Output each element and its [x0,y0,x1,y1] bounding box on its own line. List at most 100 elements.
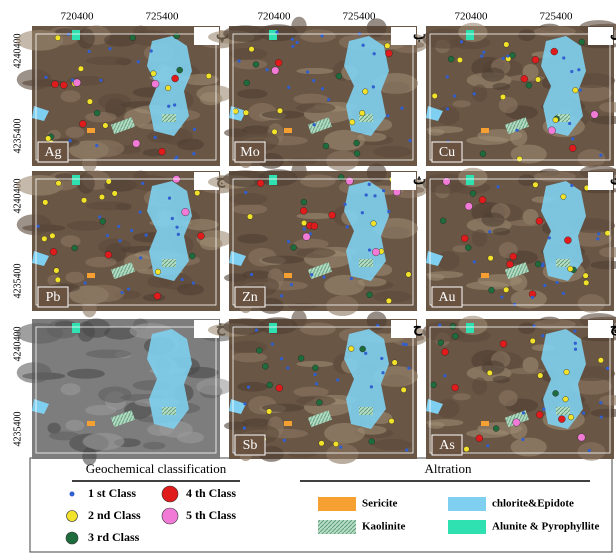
terrain [578,294,606,313]
sample-point [132,140,140,148]
terrain [324,423,365,444]
sample-point [280,357,283,360]
sample-point [440,218,446,224]
terrain [98,386,131,402]
terrain [223,25,267,41]
sample-point [488,255,494,261]
sample-point [243,402,246,405]
map-panel: تAu [422,165,616,313]
legend-label: Kaolinite [362,521,406,533]
sample-point [112,191,118,197]
sample-point [387,210,390,213]
sample-point [480,55,483,58]
terrain [326,296,358,316]
terrain [472,377,487,395]
alunite-zone [466,323,474,333]
terrain [237,382,268,392]
map-panel: ح Sb [208,310,429,464]
legend-label: 4 th Class [186,486,236,500]
alunite-zone [269,323,277,333]
element-label: As [439,438,455,453]
sample-point [354,140,360,146]
sample-point [530,338,536,344]
sample-point [79,120,86,127]
terrain [85,257,117,267]
element-label: Sb [243,438,258,453]
sample-point [301,220,307,226]
terrain [511,290,547,309]
legend-label: chlorite&Epidote [492,498,574,510]
sample-point [582,411,585,414]
sample-point [446,107,449,110]
sample-point [583,280,589,286]
sample-point [73,79,81,87]
sample-point [385,50,392,57]
sample-point [255,329,258,332]
sample-point [306,70,309,73]
sample-point [564,369,570,375]
sample-point [574,348,577,351]
sample-point [543,284,546,287]
sample-point [476,435,483,442]
kaolinite-zone [162,407,176,415]
legend-label: Alunite & Pyrophyllite [492,521,599,533]
terrain [61,235,81,247]
terrain [229,48,267,60]
sample-point [551,48,558,55]
sample-point [506,261,513,268]
legend-label: Sericite [362,498,398,510]
terrain [85,405,117,415]
sample-point [286,366,289,369]
sample-point [60,82,67,89]
sample-point [249,46,255,52]
sericite-zone [481,273,489,278]
sample-point [253,61,259,67]
sample-point [460,40,463,43]
map-panel: بMo [208,17,429,171]
terrain [86,349,132,358]
terrain [143,442,166,450]
terrain [466,281,509,290]
alunite-zone [72,323,80,333]
sample-point [381,371,384,374]
element-label: Au [438,290,455,305]
sample-point [522,411,525,414]
element-label: Cu [439,145,455,160]
panel-letter: ح [413,321,423,336]
sample-point [450,323,456,329]
sample-point [189,253,195,259]
panel-letter: چ [610,321,616,336]
sample-point [105,251,112,258]
terrain [67,369,105,379]
sample-point [577,68,580,71]
sample-point [243,426,246,429]
legend-swatch [448,520,486,534]
y-coordinate-label: 4235400 [12,264,23,299]
sample-point [257,180,264,187]
alunite-zone [466,175,474,185]
y-coordinate-label: 4235400 [12,412,23,447]
element-label: Ag [44,145,61,160]
sample-point [348,346,354,352]
sample-point [500,94,506,100]
sample-point [320,34,323,37]
sample-point [71,78,74,81]
sample-point [465,203,473,211]
terrain [518,322,535,334]
terrain [493,83,510,91]
terrain [518,29,535,41]
sample-point [244,191,247,194]
sample-point [151,71,157,77]
sample-point [55,277,61,283]
legend-swatch [448,497,486,511]
sample-point [517,156,523,162]
legend-label: 3 rd Class [88,530,140,544]
terrain [232,59,267,69]
sample-point [312,79,315,82]
sample-point [155,269,161,275]
map-panel: چ As [422,313,616,461]
terrain [288,303,317,310]
terrain [511,438,547,457]
sample-point [295,41,298,44]
sample-point [568,266,574,272]
